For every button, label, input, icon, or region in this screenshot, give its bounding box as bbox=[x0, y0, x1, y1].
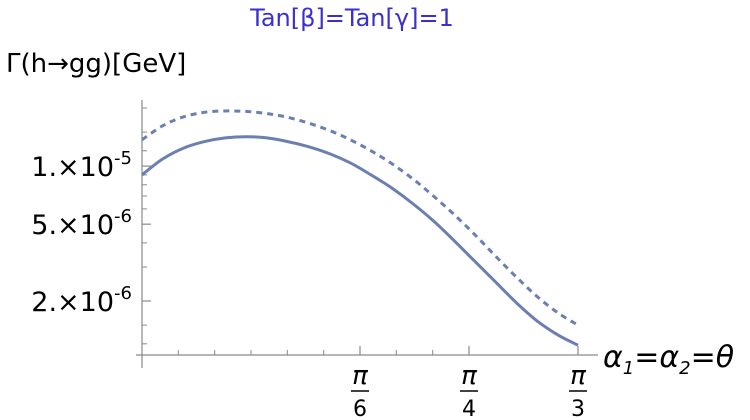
y-tick-label-1: 5.×10-6 bbox=[31, 206, 132, 241]
x-tick-numerator-0: π bbox=[352, 361, 368, 391]
x-tick-denominator-2: 3 bbox=[571, 397, 585, 420]
chart-title: Tan[β]=Tan[γ]=1 bbox=[249, 4, 454, 32]
x-axis-label: α1=α2=θ bbox=[603, 340, 734, 379]
y-ticks: 1.×10-5 5.×10-6 2.×10-6 bbox=[31, 107, 151, 345]
y-tick-label-2: 2.×10-6 bbox=[31, 283, 132, 318]
x-ticks: π 6 π 4 π 3 bbox=[177, 346, 587, 420]
series-lines bbox=[141, 109, 579, 347]
series-dashed-line bbox=[141, 109, 579, 327]
x-tick-numerator-2: π bbox=[570, 361, 586, 391]
x-tick-denominator-1: 4 bbox=[462, 397, 476, 420]
axes bbox=[136, 100, 598, 368]
x-tick-numerator-1: π bbox=[461, 361, 477, 391]
x-tick-denominator-0: 6 bbox=[353, 397, 367, 420]
y-axis-label: Γ(h→gg)[GeV] bbox=[6, 49, 186, 79]
series-solid-line bbox=[141, 135, 579, 347]
y-tick-label-0: 1.×10-5 bbox=[31, 148, 132, 183]
